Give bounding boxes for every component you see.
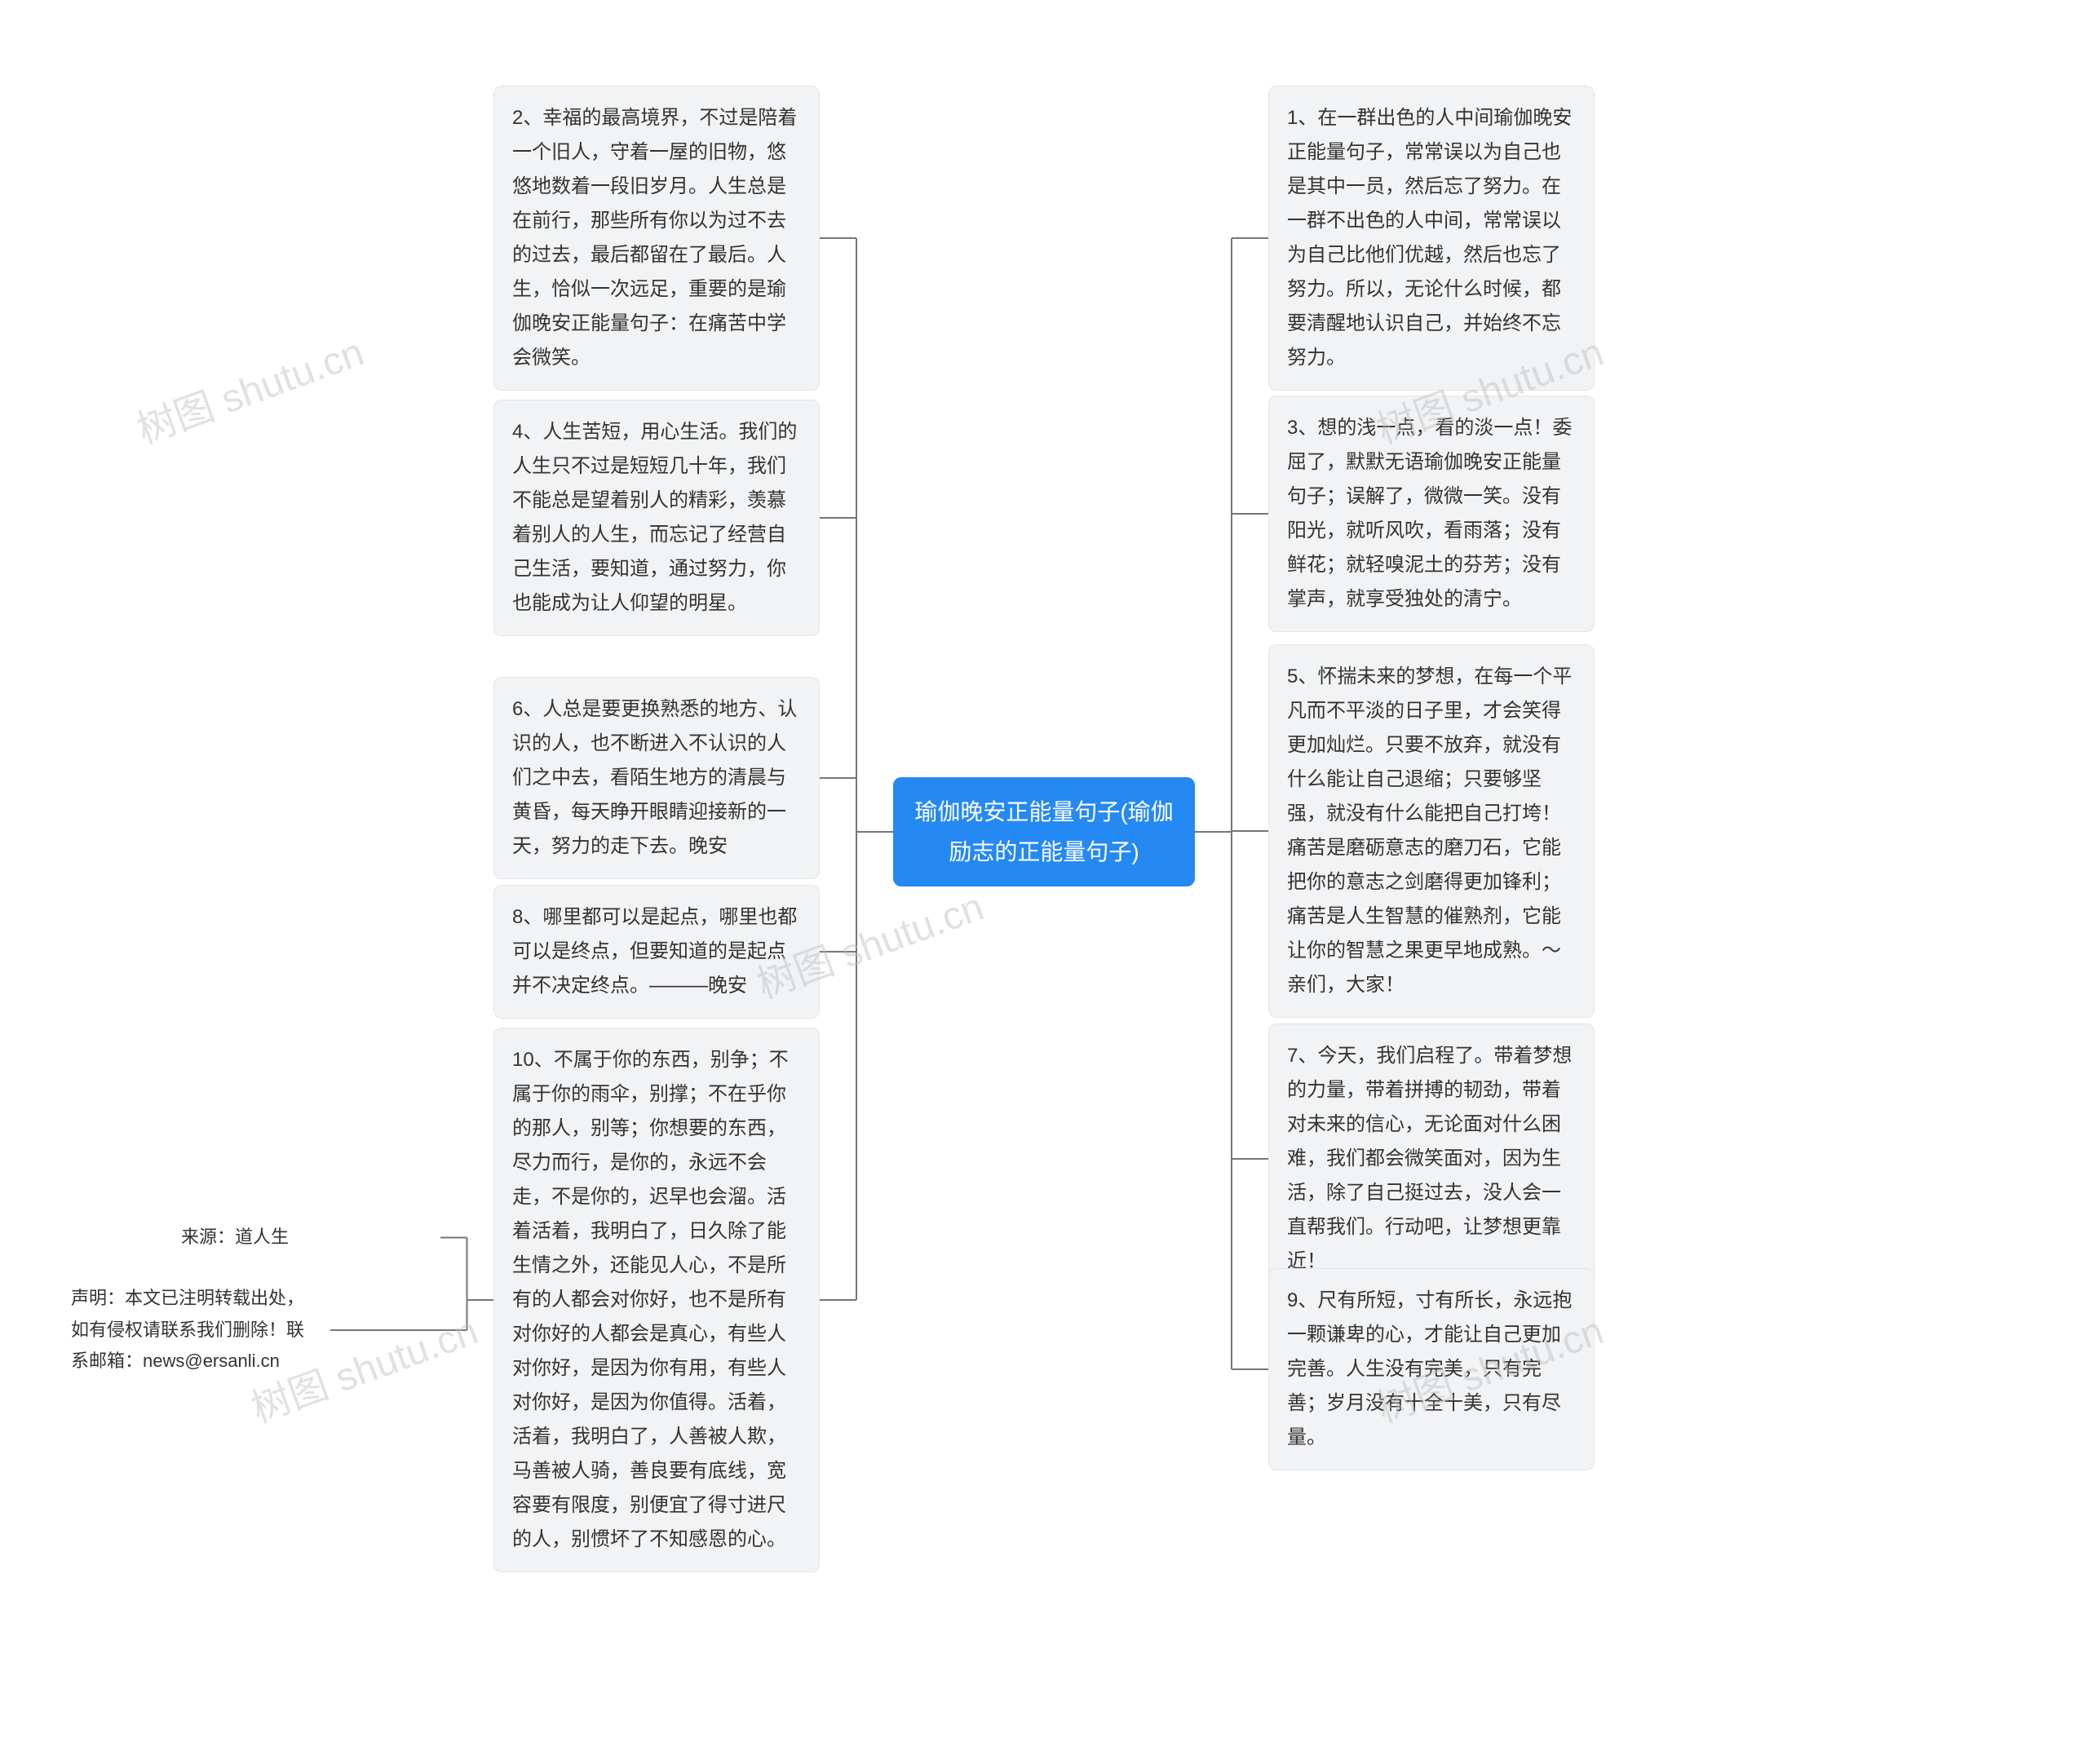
sub-node-source[interactable]: 来源：道人生 <box>163 1207 440 1268</box>
leaf-text: 3、想的浅一点，看的淡一点！委屈了，默默无语瑜伽晚安正能量句子；误解了，微微一笑… <box>1287 417 1572 610</box>
watermark: 树图 shutu.cn <box>128 320 370 454</box>
sub-text: 声明：本文已注明转载出处，如有侵权请联系我们删除！联系邮箱：news@ersan… <box>71 1288 304 1371</box>
leaf-node-10[interactable]: 10、不属于你的东西，别争；不属于你的雨伞，别撑；不在乎你的那人，别等；你想要的… <box>493 1028 820 1572</box>
leaf-node-6[interactable]: 6、人总是要更换熟悉的地方、认识的人，也不断进入不认识的人们之中去，看陌生地方的… <box>493 677 820 879</box>
leaf-text: 4、人生苦短，用心生活。我们的人生只不过是短短几十年，我们不能总是望着别人的精彩… <box>512 421 797 614</box>
leaf-node-3[interactable]: 3、想的浅一点，看的淡一点！委屈了，默默无语瑜伽晚安正能量句子；误解了，微微一笑… <box>1268 396 1595 632</box>
leaf-node-1[interactable]: 1、在一群出色的人中间瑜伽晚安正能量句子，常常误以为自己也是其中一员，然后忘了努… <box>1268 86 1595 391</box>
center-node[interactable]: 瑜伽晚安正能量句子(瑜伽励志的正能量句子) <box>893 777 1195 886</box>
leaf-text: 10、不属于你的东西，别争；不属于你的雨伞，别撑；不在乎你的那人，别等；你想要的… <box>512 1049 789 1550</box>
leaf-text: 6、人总是要更换熟悉的地方、认识的人，也不断进入不认识的人们之中去，看陌生地方的… <box>512 698 797 857</box>
sub-node-disclaimer[interactable]: 声明：本文已注明转载出处，如有侵权请联系我们删除！联系邮箱：news@ersan… <box>53 1268 330 1392</box>
leaf-text: 7、今天，我们启程了。带着梦想的力量，带着拼搏的韧劲，带着对未来的信心，无论面对… <box>1287 1045 1572 1272</box>
leaf-text: 1、在一群出色的人中间瑜伽晚安正能量句子，常常误以为自己也是其中一员，然后忘了努… <box>1287 107 1572 369</box>
mindmap-canvas: 瑜伽晚安正能量句子(瑜伽励志的正能量句子) 2、幸福的最高境界，不过是陪着一个旧… <box>0 0 2088 1764</box>
leaf-text: 5、怀揣未来的梦想，在每一个平凡而不平淡的日子里，才会笑得更加灿烂。只要不放弃，… <box>1287 665 1572 996</box>
leaf-node-5[interactable]: 5、怀揣未来的梦想，在每一个平凡而不平淡的日子里，才会笑得更加灿烂。只要不放弃，… <box>1268 644 1595 1018</box>
leaf-text: 9、尺有所短，寸有所长，永远抱一颗谦卑的心，才能让自己更加完善。人生没有完美，只… <box>1287 1289 1572 1448</box>
leaf-text: 2、幸福的最高境界，不过是陪着一个旧人，守着一屋的旧物，悠悠地数着一段旧岁月。人… <box>512 107 797 369</box>
leaf-node-4[interactable]: 4、人生苦短，用心生活。我们的人生只不过是短短几十年，我们不能总是望着别人的精彩… <box>493 400 820 636</box>
leaf-node-7[interactable]: 7、今天，我们启程了。带着梦想的力量，带着拼搏的韧劲，带着对未来的信心，无论面对… <box>1268 1023 1595 1294</box>
leaf-node-8[interactable]: 8、哪里都可以是起点，哪里也都可以是终点，但要知道的是起点并不决定终点。———晚… <box>493 885 820 1019</box>
sub-text: 来源：道人生 <box>181 1227 289 1247</box>
leaf-text: 8、哪里都可以是起点，哪里也都可以是终点，但要知道的是起点并不决定终点。———晚… <box>512 906 797 997</box>
center-node-label: 瑜伽晚安正能量句子(瑜伽励志的正能量句子) <box>914 799 1173 864</box>
leaf-node-9[interactable]: 9、尺有所短，寸有所长，永远抱一颗谦卑的心，才能让自己更加完善。人生没有完美，只… <box>1268 1268 1595 1470</box>
leaf-node-2[interactable]: 2、幸福的最高境界，不过是陪着一个旧人，守着一屋的旧物，悠悠地数着一段旧岁月。人… <box>493 86 820 391</box>
